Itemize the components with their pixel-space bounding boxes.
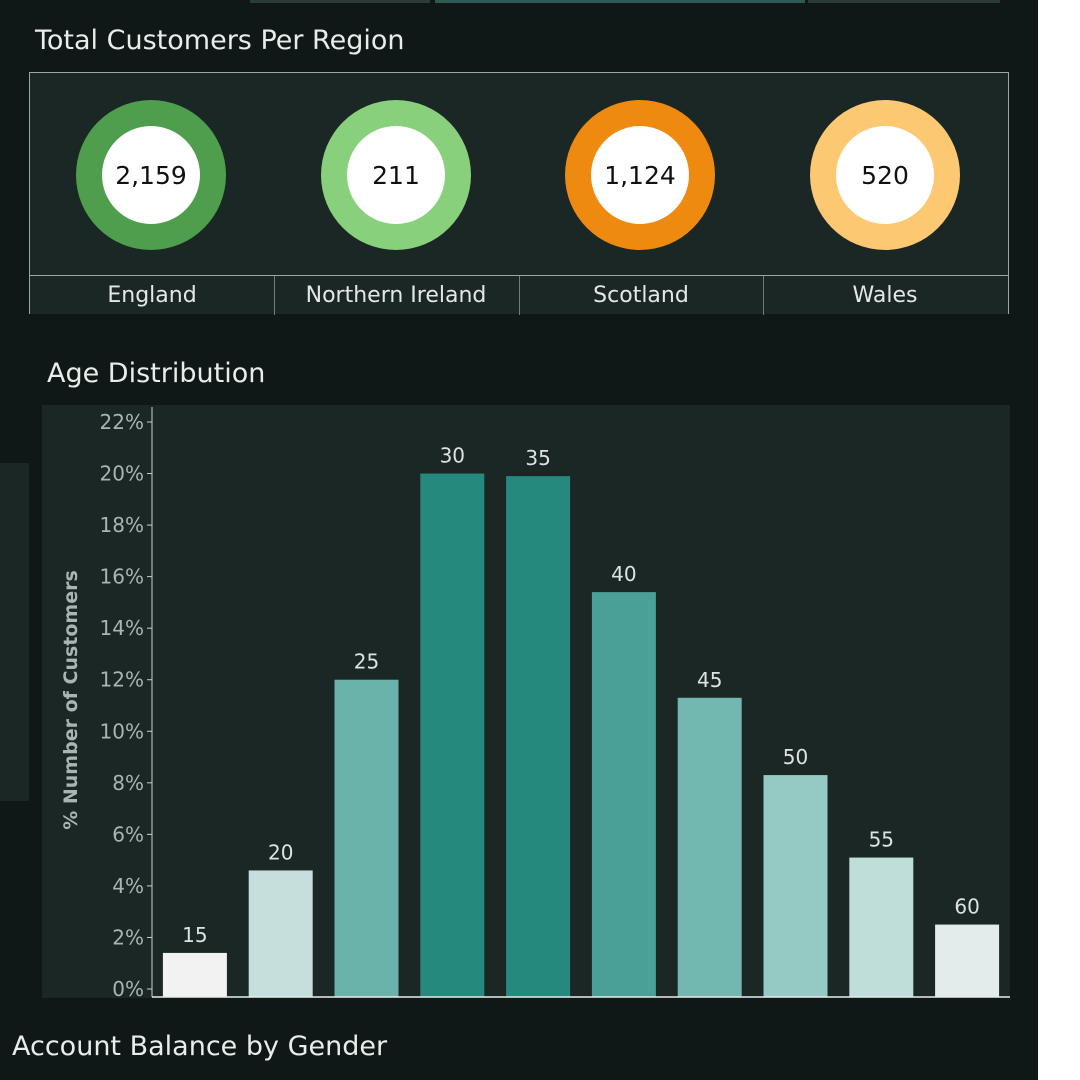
offscreen-panel-edge [0, 463, 29, 801]
dashboard: Total Customers Per Region 2,159 211 1,1… [0, 0, 1038, 1080]
data-label-55: 55 [869, 828, 894, 852]
region-separator [274, 276, 275, 315]
data-label-50: 50 [783, 745, 808, 769]
region-separator [519, 276, 520, 315]
y-tick-label: 0% [112, 977, 144, 1001]
bar-40 [591, 592, 656, 997]
bar-35 [506, 476, 571, 997]
data-label-25: 25 [354, 650, 379, 674]
y-tick-label: 10% [100, 719, 144, 743]
region-donut-scotland[interactable]: 1,124 [565, 100, 715, 250]
region-donut-northern-ireland[interactable]: 211 [321, 100, 471, 250]
y-axis-title: % Number of Customers [60, 570, 82, 830]
bar-20 [248, 870, 313, 997]
y-tick-label: 4% [112, 874, 144, 898]
bar-25 [334, 679, 399, 997]
region-value: 1,124 [591, 126, 689, 224]
bar-55 [849, 857, 914, 997]
y-tick-label: 22% [100, 410, 144, 434]
y-tick-label: 14% [100, 616, 144, 640]
region-panel: 2,159 211 1,124 520 England Northern Ire… [29, 72, 1009, 315]
region-separator [763, 276, 764, 315]
region-label-wales: Wales [852, 283, 918, 308]
region-label-england: England [107, 283, 197, 308]
bar-45 [677, 697, 742, 997]
region-label-northern-ireland: Northern Ireland [305, 283, 487, 308]
top-tab-middle[interactable] [435, 0, 805, 3]
age-distribution-chart: 0% 2% 4% 6% 8% 10% 12% 14% 16% 18% 20% 22% % Number … [42, 405, 1010, 1001]
bar-50 [763, 775, 828, 997]
y-tick-label: 6% [112, 822, 144, 846]
data-label-45: 45 [697, 668, 722, 692]
bar-15 [162, 952, 227, 997]
y-tick-label: 18% [100, 513, 144, 537]
y-tick-label: 16% [100, 565, 144, 589]
y-tick-label: 2% [112, 925, 144, 949]
region-divider [30, 275, 1008, 276]
bar-30 [420, 473, 485, 998]
top-tab-left[interactable] [250, 0, 430, 3]
data-label-15: 15 [182, 923, 207, 947]
data-label-40: 40 [611, 562, 636, 586]
balance-section-title: Account Balance by Gender [12, 1031, 388, 1062]
region-value: 211 [347, 126, 445, 224]
age-section-title: Age Distribution [47, 358, 266, 389]
y-tick-label: 8% [112, 771, 144, 795]
region-value: 2,159 [102, 126, 200, 224]
region-donut-england[interactable]: 2,159 [76, 100, 226, 250]
region-section-title: Total Customers Per Region [35, 25, 405, 56]
data-label-60: 60 [954, 895, 979, 919]
region-donut-wales[interactable]: 520 [810, 100, 960, 250]
y-tick-label: 12% [100, 668, 144, 692]
data-label-35: 35 [525, 446, 550, 470]
y-tick-label: 20% [100, 462, 144, 486]
region-label-scotland: Scotland [593, 283, 689, 308]
data-label-20: 20 [268, 840, 293, 864]
bar-60 [935, 924, 1000, 997]
data-label-30: 30 [440, 444, 465, 468]
region-value: 520 [836, 126, 934, 224]
top-tab-right[interactable] [808, 0, 1000, 3]
